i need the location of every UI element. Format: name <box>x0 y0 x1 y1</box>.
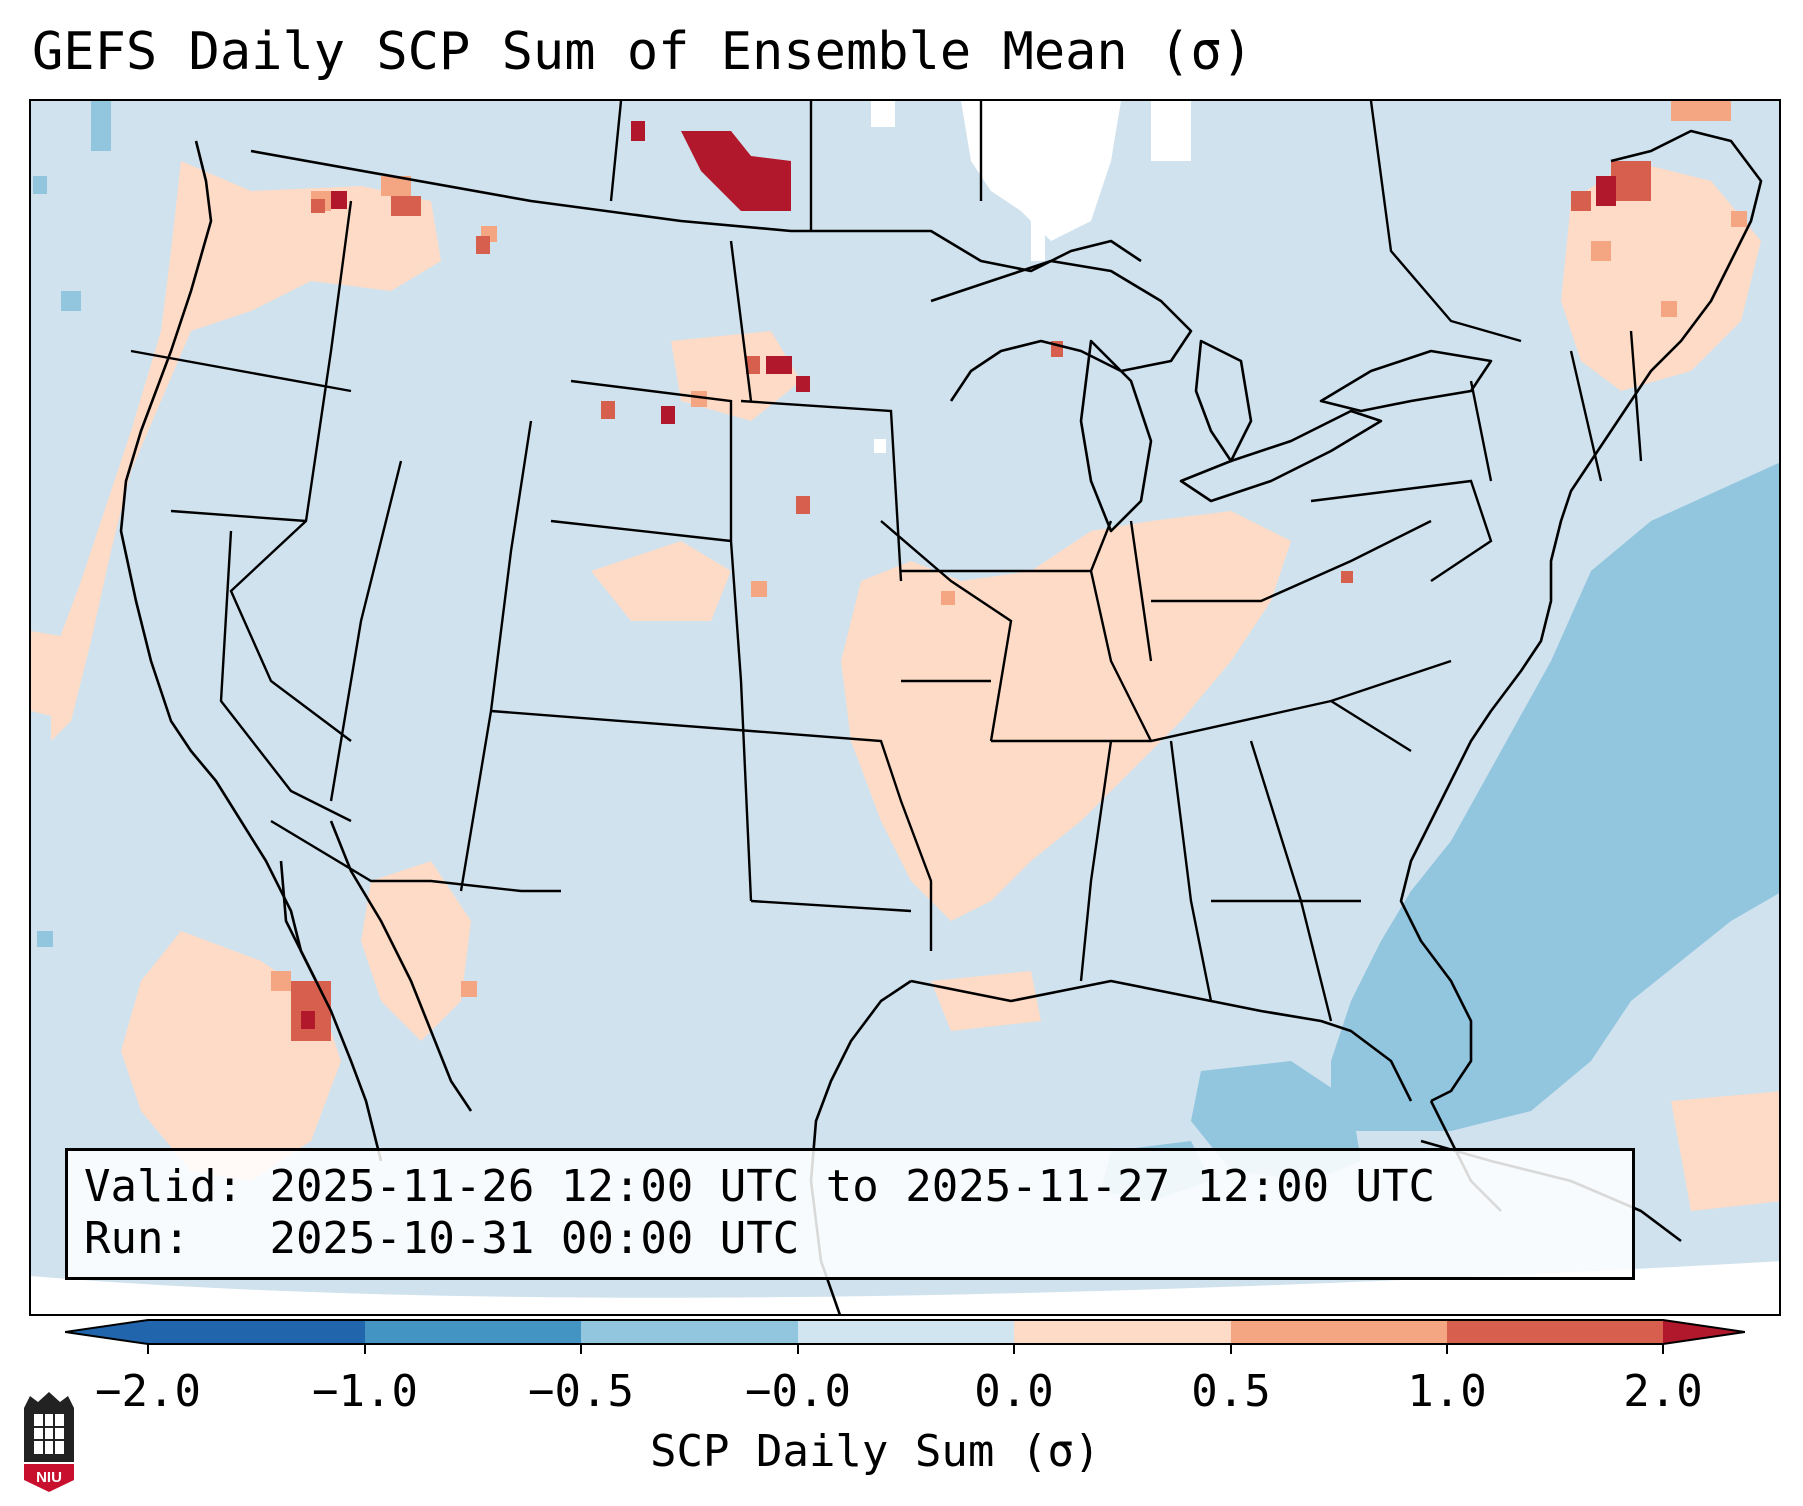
niu-logo-icon: NIU <box>24 1392 74 1492</box>
colorbar-tick-label: 1.0 <box>1407 1366 1487 1417</box>
colorbar-tick-label: 0.0 <box>974 1366 1054 1417</box>
colorbar-tick-label: −0.5 <box>528 1366 634 1417</box>
valid-line: Valid: 2025-11-26 12:00 UTC to 2025-11-2… <box>84 1161 1435 1212</box>
colorbar-segment <box>1231 1320 1447 1344</box>
colorbar-segment <box>1014 1320 1231 1344</box>
state-borders <box>130 101 1643 1022</box>
map-panel <box>29 99 1781 1316</box>
near-zero-regions <box>871 101 1191 453</box>
valid-value: 2025-11-26 12:00 UTC to 2025-11-27 12:00… <box>269 1161 1436 1212</box>
colorbar-segment <box>365 1320 581 1344</box>
positive-anomaly-regions <box>31 101 1779 1211</box>
colorbar-segment <box>581 1320 798 1344</box>
colorbar-tick-label: −1.0 <box>312 1366 418 1417</box>
colorbar <box>65 1319 1745 1354</box>
colorbar-segment <box>798 1320 1014 1344</box>
colorbar-extend-high <box>1663 1320 1745 1344</box>
colorbar-ticks <box>147 1344 1664 1354</box>
run-label: Run: <box>84 1213 190 1264</box>
colorbar-extend-low <box>65 1320 148 1344</box>
colorbar-segment <box>1447 1320 1663 1344</box>
projection-edge <box>31 1261 1779 1314</box>
colorbar-tick-label: −2.0 <box>95 1366 201 1417</box>
colorbar-tick-label: −0.0 <box>745 1366 851 1417</box>
colorbar-tick-label: 0.5 <box>1191 1366 1271 1417</box>
colorbar-segment <box>148 1320 365 1344</box>
logo-text: NIU <box>36 1469 62 1486</box>
run-value: 2025-10-31 00:00 UTC <box>269 1213 800 1264</box>
colorbar-tick-label: 2.0 <box>1623 1366 1703 1417</box>
valid-time-box: Valid: 2025-11-26 12:00 UTC to 2025-11-2… <box>65 1148 1635 1280</box>
run-line: Run: 2025-10-31 00:00 UTC <box>84 1213 799 1264</box>
map-canvas <box>31 101 1779 1314</box>
colorbar-title: SCP Daily Sum (σ) <box>650 1426 1101 1477</box>
valid-label: Valid: <box>84 1161 243 1212</box>
map-title: GEFS Daily SCP Sum of Ensemble Mean (σ) <box>32 22 1253 82</box>
